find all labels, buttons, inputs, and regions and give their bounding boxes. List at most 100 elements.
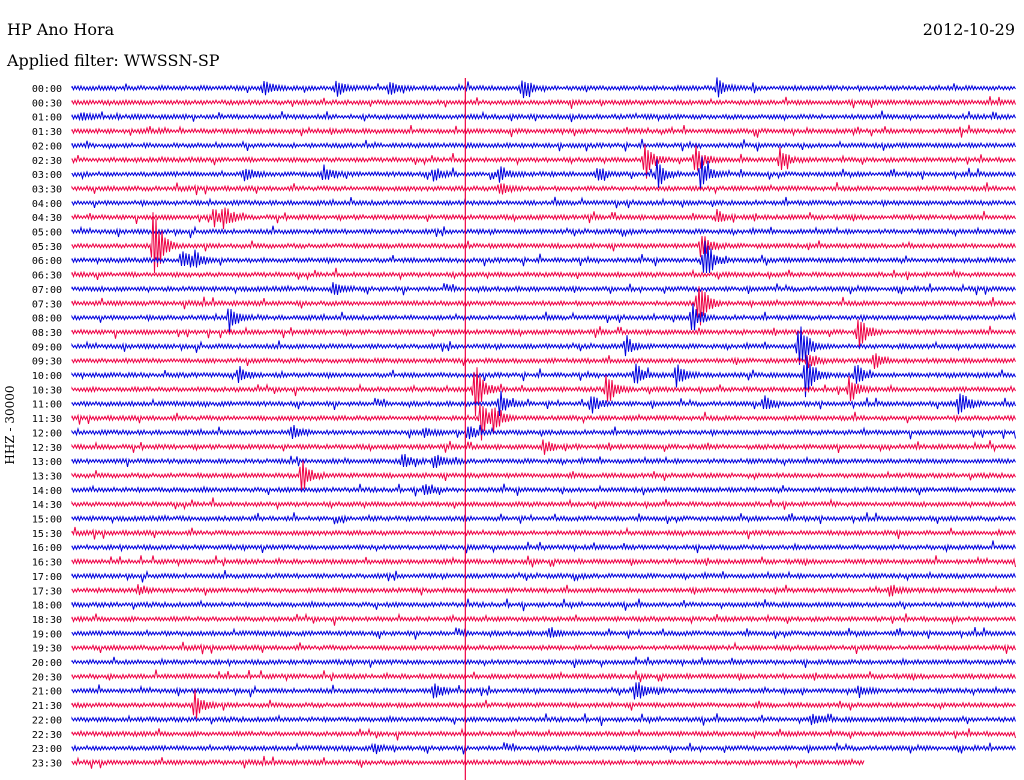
seismic-trace <box>71 460 1016 492</box>
row-time-label: 21:30 <box>32 701 62 712</box>
row-time-label: 08:00 <box>32 314 62 325</box>
seismic-trace <box>71 483 1016 497</box>
row-time-label: 05:30 <box>32 242 62 253</box>
row-time-label: 15:00 <box>32 515 62 526</box>
seismic-trace <box>71 627 1016 640</box>
time-label-group: 00:00 00:30 01:00 01:30 02:00 02:30 03:00 03:30… <box>32 84 62 769</box>
seismic-trace <box>71 439 1016 455</box>
row-time-label: 04:30 <box>32 213 62 224</box>
seismic-trace <box>71 156 1016 190</box>
row-time-label: 11:30 <box>32 414 62 425</box>
seismic-trace <box>71 207 1016 230</box>
seismic-trace <box>71 555 1016 568</box>
row-time-label: 06:30 <box>32 271 62 282</box>
row-time-label: 00:30 <box>32 98 62 109</box>
seismic-trace <box>71 669 1016 683</box>
row-time-label: 20:00 <box>32 658 62 669</box>
row-time-label: 03:00 <box>32 170 62 181</box>
seismic-trace <box>71 286 1016 326</box>
seismic-trace <box>71 225 1016 239</box>
seismic-trace <box>71 656 1016 669</box>
row-time-label: 02:00 <box>32 141 62 152</box>
seismic-trace <box>71 497 1016 511</box>
row-time-label: 14:00 <box>32 486 62 497</box>
row-time-label: 22:30 <box>32 730 62 741</box>
row-time-label: 04:00 <box>32 199 62 210</box>
row-time-label: 18:30 <box>32 615 62 626</box>
seismic-trace <box>71 453 1016 468</box>
row-time-label: 21:00 <box>32 687 62 698</box>
seismic-trace <box>71 124 1016 138</box>
seismic-trace <box>71 77 1016 99</box>
row-time-label: 08:30 <box>32 328 62 339</box>
seismic-trace <box>71 612 1016 626</box>
seismic-trace <box>71 569 1016 583</box>
seismic-trace <box>71 144 1016 179</box>
row-time-label: 17:30 <box>32 586 62 597</box>
row-time-label: 05:00 <box>32 228 62 239</box>
row-time-label: 07:30 <box>32 299 62 310</box>
row-time-label: 12:00 <box>32 428 62 439</box>
seismic-trace <box>71 267 1016 281</box>
row-time-label: 01:30 <box>32 127 62 138</box>
seismic-trace <box>71 138 1016 152</box>
row-time-label: 09:00 <box>32 342 62 353</box>
seismic-trace <box>71 356 1016 398</box>
row-time-label: 17:00 <box>32 572 62 583</box>
row-time-label: 06:00 <box>32 256 62 267</box>
row-time-label: 16:00 <box>32 543 62 554</box>
seismic-trace <box>71 196 1016 209</box>
seismic-trace <box>71 727 1016 741</box>
seismic-trace <box>71 598 1016 612</box>
filter-label: Applied filter: WWSSN-SP <box>7 51 220 70</box>
seismic-trace <box>71 540 1016 554</box>
row-time-label: 13:00 <box>32 457 62 468</box>
row-time-label: 10:00 <box>32 371 62 382</box>
seismic-trace <box>71 404 1016 441</box>
row-time-label: 22:00 <box>32 715 62 726</box>
seismic-trace <box>71 526 1016 540</box>
seismic-trace <box>71 303 1016 333</box>
row-time-label: 03:30 <box>32 184 62 195</box>
row-time-label: 19:00 <box>32 629 62 640</box>
row-time-label: 02:30 <box>32 156 62 167</box>
row-time-label: 20:30 <box>32 672 62 683</box>
row-time-label: 10:30 <box>32 385 62 396</box>
seismic-trace <box>71 689 1016 719</box>
row-time-label: 09:30 <box>32 357 62 368</box>
row-time-label: 23:00 <box>32 744 62 755</box>
row-time-label: 15:30 <box>32 529 62 540</box>
row-time-label: 19:30 <box>32 644 62 655</box>
row-time-label: 18:00 <box>32 601 62 612</box>
row-time-label: 07:00 <box>32 285 62 296</box>
seismic-trace <box>71 713 1016 726</box>
row-time-label: 14:30 <box>32 500 62 511</box>
seismic-trace <box>71 742 1016 755</box>
row-time-label: 01:00 <box>32 113 62 124</box>
seismic-trace <box>71 182 1016 196</box>
seismic-trace <box>71 390 1016 417</box>
date-label: 2012-10-29 <box>922 20 1015 39</box>
seismic-trace <box>71 584 1016 597</box>
seismic-trace <box>71 641 1016 655</box>
seismic-trace <box>71 755 865 769</box>
row-time-label: 12:30 <box>32 443 62 454</box>
seismic-trace <box>71 353 1016 369</box>
row-time-label: 23:30 <box>32 758 62 769</box>
row-time-label: 11:00 <box>32 400 62 411</box>
seismic-trace <box>71 212 1016 274</box>
trace-group <box>71 77 1016 769</box>
row-time-label: 00:00 <box>32 84 62 95</box>
seismic-trace <box>71 512 1016 525</box>
seismic-trace <box>71 682 1016 700</box>
seismic-trace <box>71 96 1016 109</box>
station-title: HP Ano Hora <box>7 20 115 39</box>
seismic-trace <box>71 110 1016 123</box>
seismic-trace <box>71 424 1016 440</box>
row-time-label: 13:30 <box>32 471 62 482</box>
seismic-trace <box>71 367 1016 417</box>
seismic-trace <box>71 282 1016 296</box>
seismic-trace <box>71 240 1016 274</box>
seismic-trace <box>71 319 1016 349</box>
